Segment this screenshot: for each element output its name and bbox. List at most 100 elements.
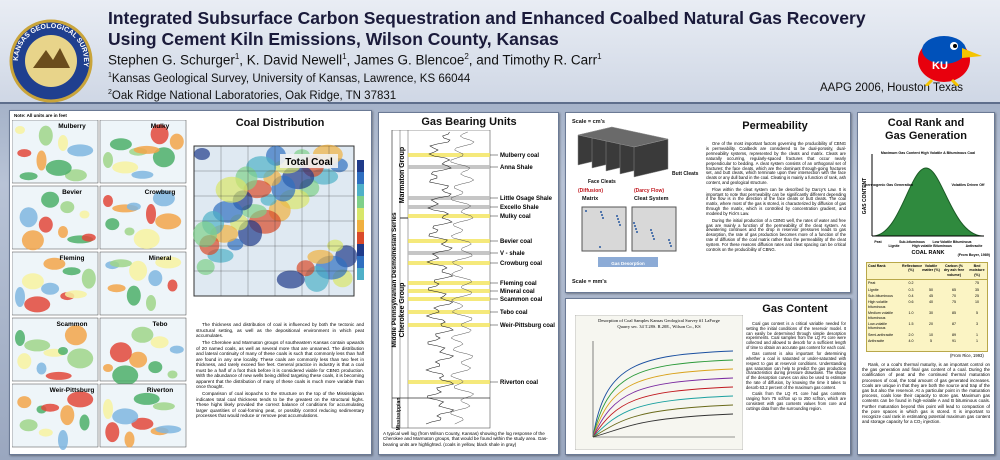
isopach-blob	[131, 170, 154, 179]
isopach-blob	[21, 230, 44, 251]
color-scale	[357, 232, 364, 244]
color-scale	[357, 196, 364, 208]
heading-line: Gas Generation	[885, 130, 967, 142]
isopach-blob	[194, 148, 210, 160]
unit-label: Weir-Pittsburg coal	[500, 323, 555, 329]
table-cell: 75	[975, 281, 979, 286]
isopach-blob	[45, 159, 72, 176]
isopach-blob	[155, 213, 182, 230]
desorption-curve	[592, 404, 734, 438]
paragraph: During the initial production of a CBNG …	[706, 217, 846, 253]
coal-highlight	[408, 289, 490, 293]
table-cell: 20	[929, 322, 933, 327]
diagram-label: Anthracite	[966, 244, 983, 248]
isopach-blob	[169, 345, 184, 354]
chart-title: Desorption of Coal Samples Kansas Geolog…	[598, 318, 720, 329]
isopach-blob	[129, 260, 148, 281]
paragraph: Flow within the cleat system can be desc…	[706, 186, 846, 217]
coal-distribution-text: The thickness and distribution of coal i…	[196, 322, 364, 420]
table-cell: Medium volatile bituminous	[868, 311, 893, 320]
map-label: Mulberry	[58, 123, 86, 130]
well-log-caption: A typical well log (from Wilson County, …	[383, 431, 548, 447]
permeability-text: One of the most important factors govern…	[706, 141, 846, 254]
unit-label: Crowburg coal	[500, 261, 542, 267]
author-name: , K. David Newell	[239, 52, 343, 68]
matrix-block	[631, 206, 677, 252]
isopach-blob	[167, 279, 178, 292]
isopach-blob	[64, 169, 87, 182]
isopach-blob	[103, 399, 113, 419]
table-cell: 1	[976, 332, 978, 337]
authors: Stephen G. Schurger1, K. David Newell1, …	[108, 52, 602, 68]
isopach-blob	[60, 405, 75, 426]
table-cell: Coal Rank	[868, 264, 886, 268]
unit-label: Mineral coal	[500, 289, 535, 295]
gas-molecule	[634, 225, 636, 227]
table-cell: Sub-bituminous	[868, 294, 893, 299]
kgs-seal: KANSAS GEOLOGICAL SURVEY	[9, 19, 93, 103]
table-cell: 35	[975, 287, 979, 292]
isopach-blob	[19, 207, 38, 228]
isopach-blob	[196, 259, 215, 275]
diagram-label: (From Boyer, 1989)	[958, 253, 991, 257]
map-label: Tebo	[152, 321, 167, 328]
coal-highlight	[408, 323, 490, 327]
gas-content-text: Coal gas content is a critical variable …	[746, 321, 846, 413]
unit-label: Scammon coal	[500, 297, 543, 303]
diagram-label: Maximum Gas Content High Volatile A Bitu…	[881, 151, 975, 155]
isopach-blob	[60, 201, 75, 214]
gas-molecule	[652, 235, 654, 237]
color-scale	[357, 160, 364, 172]
table-cell: Reflectance (%)	[902, 264, 923, 273]
isopach-blob	[58, 226, 68, 238]
coal-highlight	[408, 310, 490, 314]
table-cell: 25	[975, 294, 979, 299]
isopach-blob	[215, 176, 248, 203]
table-row: Lignite 0.3 50 65 35	[867, 287, 987, 293]
table-row: Low-volatile bituminous 1.5 20 87 3	[867, 321, 987, 332]
isopach-blob	[24, 296, 51, 313]
isopach-blob	[58, 430, 68, 450]
permeability-heading: Permeability	[742, 120, 808, 132]
isopach-blob	[67, 348, 94, 369]
table-cell: 30	[929, 311, 933, 316]
color-scale	[357, 208, 364, 220]
table-cell: 70	[952, 294, 956, 299]
isopach-blob	[193, 221, 217, 248]
isopach-blob	[79, 210, 90, 219]
isopach-blob	[38, 125, 53, 146]
table-cell: Volatile matter (%)	[922, 264, 940, 273]
coal-maps: Mulberry Mulky Bevier Crowburg Fleming Minera…	[12, 120, 187, 450]
isopach-blob	[307, 249, 334, 264]
group-label: Marmaton Group	[399, 147, 406, 203]
isopach-blob	[17, 396, 32, 409]
desorption-curve	[592, 386, 734, 438]
title-line: Using Cement Kiln Emissions, Wilson Coun…	[108, 29, 559, 49]
coal-highlight	[408, 153, 490, 157]
gas-molecule	[617, 218, 619, 220]
map-label: Fleming	[60, 255, 85, 262]
isopach-blob	[15, 330, 25, 346]
color-scale	[357, 172, 364, 184]
gas-molecule	[601, 214, 603, 216]
diagram-label: GAS CONTENT	[862, 178, 868, 214]
isopach-blob	[167, 370, 178, 379]
isopach-blob	[38, 216, 53, 233]
gas-molecule	[616, 215, 618, 217]
coal-block-top	[577, 126, 669, 148]
desorption-curve	[592, 368, 734, 438]
diagram-label: Lignite	[888, 244, 899, 248]
isopach-blob	[133, 145, 160, 154]
coal-highlight	[408, 380, 490, 384]
diagram-label: (Diffusion)	[578, 188, 603, 194]
map-label: Riverton	[147, 387, 173, 394]
isopach-blob	[112, 365, 139, 386]
group-label: Cherokee Group	[399, 283, 406, 338]
diagram-label: Scale = mm's	[572, 279, 607, 285]
matrix-block	[581, 206, 627, 252]
isopach-blob	[146, 295, 156, 311]
isopach-blob	[152, 402, 175, 411]
gas-bearing-heading: Gas Bearing Units	[421, 116, 517, 128]
isopach-blob	[155, 256, 182, 269]
unit-label: Riverton coal	[500, 380, 538, 386]
